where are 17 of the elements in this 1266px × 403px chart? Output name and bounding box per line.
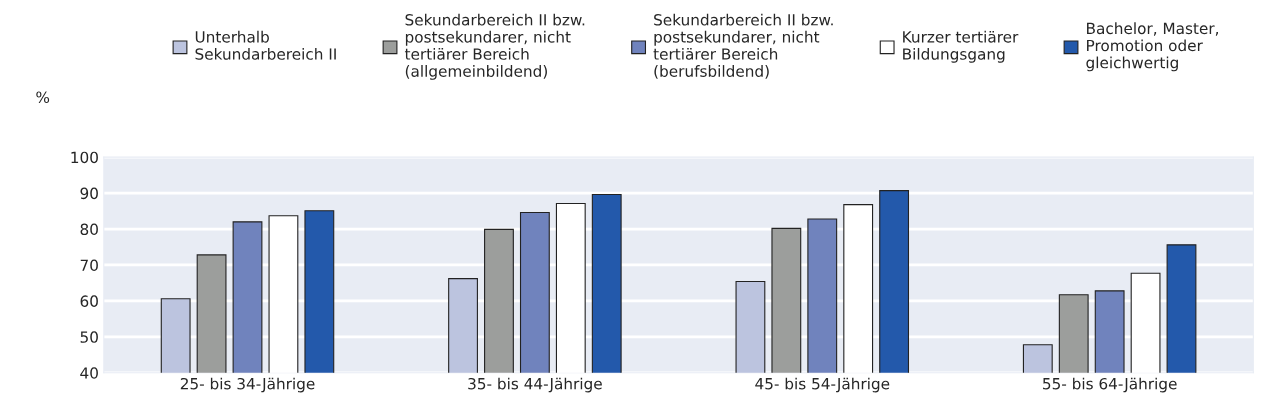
x-tick-label: 55- bis 64-Jährige: [1043, 377, 1177, 393]
y-tick-label: 80: [80, 223, 98, 236]
x-tick-label: 25- bis 34-Jährige: [180, 377, 315, 393]
legend-label: Kurzer tertiärer Bildungsgang: [903, 30, 1019, 63]
y-tick-label: 60: [80, 295, 98, 307]
y-axis-title: %: [36, 91, 50, 103]
y-tick-label: 90: [80, 187, 98, 200]
legend-label: Sekundarbereich II bzw. postsekundarer, nicht tertiärer Bereich (berufsbildend): [653, 13, 833, 79]
y-tick-label: 40: [80, 367, 98, 379]
legend-label: Unterhalb Sekundarbereich II: [195, 30, 336, 60]
legend-label: Sekundarbereich II bzw. postsekundarer, nicht tertiärer Bereich (allgemeinbildend): [404, 13, 585, 80]
legend-label: Bachelor, Master, Promotion oder gleichwertig: [1086, 22, 1218, 72]
y-tick-label: 70: [80, 259, 98, 271]
x-tick-label: 35- bis 44-Jährige: [468, 377, 602, 393]
y-tick-label: 50: [80, 331, 98, 343]
x-tick-label: 45- bis 54-Jährige: [755, 377, 890, 393]
y-tick-label: 100: [71, 151, 98, 164]
